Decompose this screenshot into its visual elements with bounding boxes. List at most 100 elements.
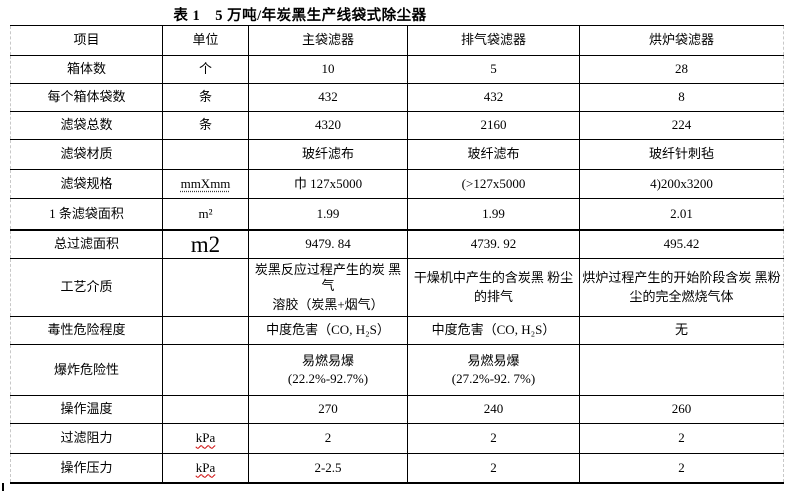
value-line: 溶胶（炭黑+烟气） xyxy=(272,296,384,312)
value-cell xyxy=(579,344,784,396)
value-cell: 10 xyxy=(248,55,408,84)
table-row: 过滤阻力 kPa 2 2 2 xyxy=(10,423,784,454)
value-line: 易燃易爆 xyxy=(467,352,520,368)
value-cell: 28 xyxy=(579,55,784,84)
value-cell: 495.42 xyxy=(579,228,784,259)
row-label: 滤袋材质 xyxy=(10,139,163,170)
unit-cell: mmXmm xyxy=(162,169,249,199)
value-cell: 2 xyxy=(579,453,784,484)
row-label: 毒性危险程度 xyxy=(10,316,163,345)
row-label: 工艺介质 xyxy=(10,258,163,317)
row-label: 爆炸危险性 xyxy=(10,344,163,396)
header-item: 项目 xyxy=(10,25,163,56)
unit-cell: m2 xyxy=(162,228,249,259)
value-line: 尘的完全燃烧气体 xyxy=(629,288,734,304)
value-line: 的排气 xyxy=(473,288,513,304)
table-row: 工艺介质 炭黑反应过程产生的炭 黑气 溶胶（炭黑+烟气） 干燥机中产生的含炭黑 … xyxy=(10,258,784,317)
value-cell: 270 xyxy=(248,395,408,424)
table-row: 滤袋总数 条 4320 2160 224 xyxy=(10,111,784,140)
unit-large-m2: m2 xyxy=(190,231,221,257)
value-cell: 9479. 84 xyxy=(248,228,408,259)
value-cell: 4739. 92 xyxy=(407,228,580,259)
table-title: 表 1 5 万吨/年炭黑生产线袋式除尘器 xyxy=(173,8,427,24)
value-cell: 4)200x3200 xyxy=(579,169,784,199)
unit-cell: kPa xyxy=(162,423,249,454)
value-cell: 玻纤针刺毡 xyxy=(579,139,784,170)
row-label: 操作温度 xyxy=(10,395,163,424)
table-row: 总过滤面积 m2 9479. 84 4739. 92 495.42 xyxy=(10,228,784,259)
value-cell: 中度危害（CO, H₂S） xyxy=(407,316,580,345)
row-label: 滤袋总数 xyxy=(10,111,163,140)
value-cell: 2-2.5 xyxy=(248,453,408,484)
value-line: 易燃易爆 xyxy=(301,352,354,368)
value-cell: 5 xyxy=(407,55,580,84)
value-cell: 易燃易爆 (27.2%-92. 7%) xyxy=(407,344,580,396)
header-oven-bag-filter: 烘炉袋滤器 xyxy=(579,25,784,56)
value-cell: 224 xyxy=(579,111,784,140)
value-cell: 432 xyxy=(248,83,408,112)
unit-cell xyxy=(162,344,249,396)
row-label: 总过滤面积 xyxy=(10,228,163,259)
table-row: 滤袋材质 玻纤滤布 玻纤滤布 玻纤针刺毡 xyxy=(10,139,784,170)
value-cell: 1.99 xyxy=(248,198,408,230)
row-label: 每个箱体袋数 xyxy=(10,83,163,112)
unit-spellcheck-wavy: kPa xyxy=(195,459,216,475)
row-label: 操作压力 xyxy=(10,453,163,484)
value-cell: (>127x5000 xyxy=(407,169,580,199)
value-cell: 2 xyxy=(579,423,784,454)
value-cell: 炭黑反应过程产生的炭 黑气 溶胶（炭黑+烟气） xyxy=(248,258,408,317)
table-row: 爆炸危险性 易燃易爆 (22.2%-92.7%) 易燃易爆 (27.2%-92.… xyxy=(10,344,784,396)
value-cell: 巾 127x5000 xyxy=(248,169,408,199)
value-cell: 2160 xyxy=(407,111,580,140)
table-row: 操作温度 270 240 260 xyxy=(10,395,784,424)
header-exhaust-bag-filter: 排气袋滤器 xyxy=(407,25,580,56)
unit-cell xyxy=(162,139,249,170)
value-cell: 烘炉过程产生的开始阶段含炭 黑粉 尘的完全燃烧气体 xyxy=(579,258,784,317)
value-cell: 2 xyxy=(407,453,580,484)
value-cell: 玻纤滤布 xyxy=(407,139,580,170)
unit-cell xyxy=(162,316,249,345)
unit-cell xyxy=(162,258,249,317)
value-line: 干燥机中产生的含炭黑 粉尘 xyxy=(413,270,574,286)
unit-spellcheck-dotted: mmXmm xyxy=(180,175,231,191)
table-row: 1 条滤袋面积 m² 1.99 1.99 2.01 xyxy=(10,198,784,230)
value-cell: 2 xyxy=(407,423,580,454)
value-cell: 玻纤滤布 xyxy=(248,139,408,170)
value-cell: 1.99 xyxy=(407,198,580,230)
value-cell: 8 xyxy=(579,83,784,112)
unit-spellcheck-wavy: kPa xyxy=(195,430,216,446)
row-label: 滤袋规格 xyxy=(10,169,163,199)
unit-cell: 个 xyxy=(162,55,249,84)
table-row: 操作压力 kPa 2-2.5 2 2 xyxy=(10,453,784,484)
unit-cell xyxy=(162,395,249,424)
unit-cell: kPa xyxy=(162,453,249,484)
table-row: 滤袋规格 mmXmm 巾 127x5000 (>127x5000 4)200x3… xyxy=(10,169,784,199)
header-row: 项目 单位 主袋滤器 排气袋滤器 烘炉袋滤器 xyxy=(10,25,784,56)
bag-filter-table: 项目 单位 主袋滤器 排气袋滤器 烘炉袋滤器 箱体数 个 10 5 28 每个箱… xyxy=(10,25,784,484)
unit-cell: m² xyxy=(162,198,249,230)
table-row: 每个箱体袋数 条 432 432 8 xyxy=(10,83,784,112)
value-cell: 中度危害（CO, H₂S） xyxy=(248,316,408,345)
table-row: 毒性危险程度 中度危害（CO, H₂S） 中度危害（CO, H₂S） 无 xyxy=(10,316,784,345)
value-line: 炭黑反应过程产生的炭 黑气 xyxy=(254,262,402,294)
row-label: 过滤阻力 xyxy=(10,423,163,454)
value-line: (27.2%-92. 7%) xyxy=(451,371,536,386)
row-label: 1 条滤袋面积 xyxy=(10,198,163,230)
value-cell: 240 xyxy=(407,395,580,424)
table-row: 箱体数 个 10 5 28 xyxy=(10,55,784,84)
value-cell: 2 xyxy=(248,423,408,454)
unit-cell: 条 xyxy=(162,83,249,112)
value-line: (22.2%-92.7%) xyxy=(287,371,369,386)
value-cell: 易燃易爆 (22.2%-92.7%) xyxy=(248,344,408,396)
value-cell: 2.01 xyxy=(579,198,784,230)
value-cell: 干燥机中产生的含炭黑 粉尘 的排气 xyxy=(407,258,580,317)
row-label: 箱体数 xyxy=(10,55,163,84)
text-cursor-mark xyxy=(2,483,4,491)
header-unit: 单位 xyxy=(162,25,249,56)
header-main-bag-filter: 主袋滤器 xyxy=(248,25,408,56)
unit-cell: 条 xyxy=(162,111,249,140)
value-cell: 432 xyxy=(407,83,580,112)
value-cell: 4320 xyxy=(248,111,408,140)
value-cell: 无 xyxy=(579,316,784,345)
